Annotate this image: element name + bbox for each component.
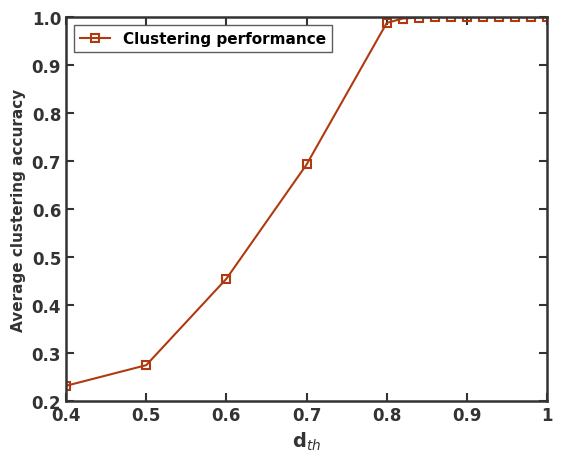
- Clustering performance: [303, 163, 310, 168]
- Clustering performance: [431, 15, 438, 21]
- Y-axis label: Average clustering accuracy: Average clustering accuracy: [11, 88, 26, 331]
- Clustering performance: [223, 276, 230, 282]
- X-axis label: d$_{th}$: d$_{th}$: [292, 430, 321, 452]
- Clustering performance: [464, 15, 470, 21]
- Clustering performance: [143, 363, 149, 368]
- Clustering performance: [479, 15, 486, 21]
- Clustering performance: [416, 16, 422, 21]
- Clustering performance: [544, 15, 550, 21]
- Clustering performance: [496, 15, 503, 21]
- Line: Clustering performance: Clustering performance: [62, 14, 551, 390]
- Legend: Clustering performance: Clustering performance: [74, 25, 332, 53]
- Clustering performance: [447, 15, 454, 21]
- Clustering performance: [399, 17, 406, 22]
- Clustering performance: [528, 15, 535, 21]
- Clustering performance: [512, 15, 518, 21]
- Clustering performance: [63, 383, 69, 389]
- Clustering performance: [384, 21, 390, 26]
